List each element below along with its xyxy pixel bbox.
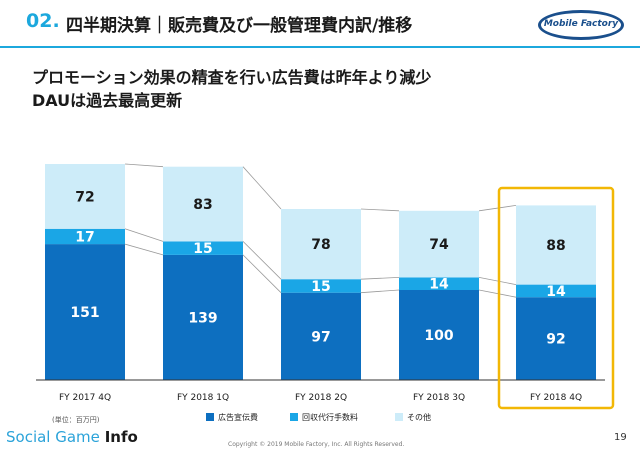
connector-line: [124, 163, 164, 168]
data-label-fee: 15: [311, 279, 330, 295]
category-label: FY 2018 3Q: [413, 393, 465, 403]
data-label-ad: 92: [546, 332, 565, 348]
connector-line: [360, 289, 400, 294]
data-label-other: 88: [546, 238, 565, 254]
data-label-fee: 17: [75, 229, 94, 245]
data-label-ad: 151: [70, 305, 99, 321]
data-label-other: 78: [311, 237, 330, 253]
connector-line: [478, 205, 517, 212]
connector-line: [242, 241, 282, 280]
bar-segment-ad: [516, 297, 596, 380]
connector-line: [360, 277, 400, 280]
data-label-ad: 97: [311, 329, 330, 345]
company-logo: Mobile Factory: [538, 10, 624, 40]
section-number: 02.: [26, 10, 60, 32]
bar-segment-ad: [399, 290, 479, 380]
brand-bold: Info: [104, 428, 138, 446]
category-label: FY 2018 4Q: [530, 393, 582, 403]
bar-segment-fee: [281, 279, 361, 293]
bar-segment-ad: [281, 292, 361, 380]
bar-segment-fee: [45, 228, 125, 245]
connector-line: [360, 208, 400, 212]
data-label-other: 72: [75, 189, 94, 205]
legend-swatch-fee: [290, 413, 298, 421]
bar-segment-ad: [45, 244, 125, 380]
bar-segment-fee: [399, 277, 479, 290]
data-label-ad: 100: [424, 328, 453, 344]
header-divider: [0, 46, 640, 48]
data-label-fee: 15: [193, 241, 212, 257]
legend-label-ad: 広告宣伝費: [218, 413, 258, 422]
legend-item-fee: 回収代行手数料: [290, 412, 358, 423]
data-label-fee: 14: [546, 284, 566, 300]
category-label: FY 2017 4Q: [59, 393, 111, 403]
headline-line-1: プロモーション効果の精査を行い広告費は昨年より減少: [32, 68, 432, 87]
logo-text: Mobile Factory: [543, 19, 619, 29]
slide-header: 02. 四半期決算｜販売費及び一般管理費内訳/推移 Mobile Factory: [0, 0, 640, 52]
legend-label-other: その他: [407, 413, 431, 422]
legend-swatch-ad: [206, 413, 214, 421]
data-label-other: 83: [193, 197, 212, 213]
slide-title: 四半期決算｜販売費及び一般管理費内訳/推移: [66, 16, 413, 36]
bar-segment-fee: [163, 241, 243, 255]
bar-segment-other: [516, 205, 596, 285]
connector-line: [242, 254, 282, 293]
connector-line: [242, 166, 282, 210]
connector-line: [478, 277, 517, 285]
bar-segment-other: [281, 209, 361, 280]
data-label-ad: 139: [188, 310, 217, 326]
data-label-other: 74: [429, 237, 449, 253]
legend-label-fee: 回収代行手数料: [302, 413, 358, 422]
bar-segment-other: [163, 166, 243, 242]
connector-line: [124, 228, 164, 242]
legend-item-other: その他: [395, 412, 431, 423]
copyright: Copyright © 2019 Mobile Factory, Inc. Al…: [228, 441, 405, 448]
legend-item-ad: 広告宣伝費: [206, 412, 258, 423]
bar-segment-other: [399, 210, 479, 278]
connector-line: [478, 289, 517, 298]
category-label: FY 2018 1Q: [177, 393, 229, 403]
bar-segment-ad: [163, 254, 243, 380]
bar-segment-other: [45, 164, 125, 229]
bar-segment-fee: [516, 284, 596, 298]
category-label: FY 2018 2Q: [295, 393, 347, 403]
connector-line: [124, 243, 164, 256]
unit-label: (単位：百万円): [52, 416, 100, 424]
legend-swatch-other: [395, 413, 403, 421]
page-number: 19: [614, 432, 627, 443]
footer-brand: Social Game Info: [6, 428, 138, 446]
highlight-box: [497, 186, 615, 410]
brand-main: Social Game: [6, 428, 100, 446]
headline-line-2: DAUは過去最高更新: [32, 91, 183, 110]
data-label-fee: 14: [429, 277, 449, 293]
